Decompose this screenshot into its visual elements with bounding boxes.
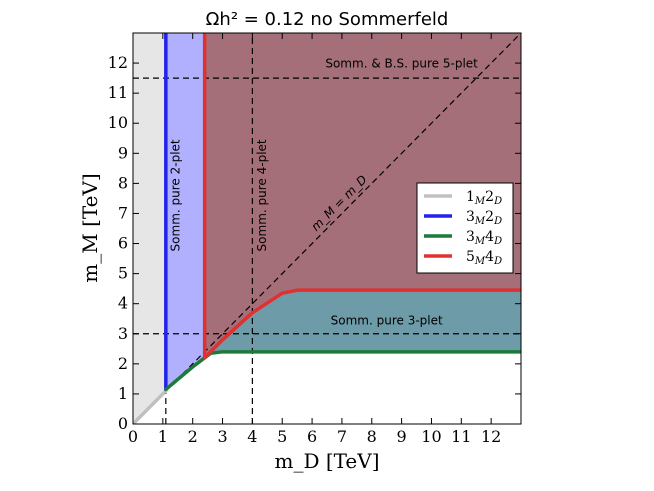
series-lines bbox=[133, 33, 521, 424]
y-tick-label-2: 2 bbox=[118, 354, 128, 373]
regions bbox=[133, 33, 521, 424]
y-tick-label-3: 3 bbox=[118, 324, 128, 343]
series-line-3 bbox=[202, 33, 521, 360]
annotation-somm-2-plet: Somm. pure 2-plet bbox=[168, 139, 182, 251]
y-tick-label-8: 8 bbox=[118, 173, 128, 192]
region-1m2d bbox=[133, 33, 166, 424]
annotation-somm-4-plet: Somm. pure 4-plet bbox=[255, 139, 269, 251]
x-tick-label-2: 2 bbox=[188, 427, 198, 446]
y-tick-label-6: 6 bbox=[118, 234, 128, 253]
x-tick-label-1: 1 bbox=[158, 427, 168, 446]
y-tick-label-0: 0 bbox=[118, 414, 128, 433]
x-tick-label-7: 7 bbox=[337, 427, 347, 446]
plot-frame bbox=[132, 32, 522, 425]
y-tick-label-4: 4 bbox=[118, 294, 128, 313]
region-3m4d bbox=[192, 290, 521, 367]
x-tick-label-12: 12 bbox=[481, 427, 501, 446]
y-tick-label-1: 1 bbox=[118, 384, 128, 403]
series-line-0 bbox=[133, 389, 168, 424]
x-tick-label-9: 9 bbox=[397, 427, 407, 446]
series-line-2 bbox=[164, 350, 521, 392]
y-tick-label-12: 12 bbox=[108, 53, 128, 72]
annotation-somm-3-plet: Somm. pure 3-plet bbox=[331, 314, 443, 328]
chart-title: Ωh² = 0.12 no Sommerfeld bbox=[206, 9, 449, 30]
legend: 1M2D 3M2D 3M4D 5M4D bbox=[416, 182, 514, 274]
y-tick-label-11: 11 bbox=[108, 83, 128, 102]
x-tick-label-10: 10 bbox=[421, 427, 441, 446]
x-tick-label-8: 8 bbox=[367, 427, 377, 446]
y-axis-label: m_M [TeV] bbox=[78, 173, 102, 282]
x-tick-label-0: 0 bbox=[128, 427, 138, 446]
region-3m2d bbox=[165, 33, 205, 390]
legend-label-0: 1M2D bbox=[466, 189, 502, 207]
x-tick-label-5: 5 bbox=[277, 427, 287, 446]
reference-lines bbox=[133, 33, 521, 424]
region-5m4d bbox=[204, 33, 521, 358]
x-tick-label-4: 4 bbox=[247, 427, 257, 446]
legend-label-3: 5M4D bbox=[466, 249, 502, 267]
x-tick-label-6: 6 bbox=[307, 427, 317, 446]
diagonal-ref-line bbox=[133, 33, 521, 424]
legend-box bbox=[416, 182, 514, 274]
y-tick-label-7: 7 bbox=[118, 203, 128, 222]
legend-label-1: 3M2D bbox=[466, 209, 502, 227]
x-axis-label: m_D [TeV] bbox=[274, 449, 379, 473]
x-tick-label-11: 11 bbox=[451, 427, 471, 446]
y-tick-label-9: 9 bbox=[118, 143, 128, 162]
y-tick-label-5: 5 bbox=[118, 264, 128, 283]
x-tick-label-3: 3 bbox=[217, 427, 227, 446]
y-tick-label-10: 10 bbox=[108, 113, 128, 132]
annotation-somm-5-plet: Somm. & B.S. pure 5-plet bbox=[325, 57, 478, 71]
legend-label-2: 3M4D bbox=[466, 229, 502, 247]
